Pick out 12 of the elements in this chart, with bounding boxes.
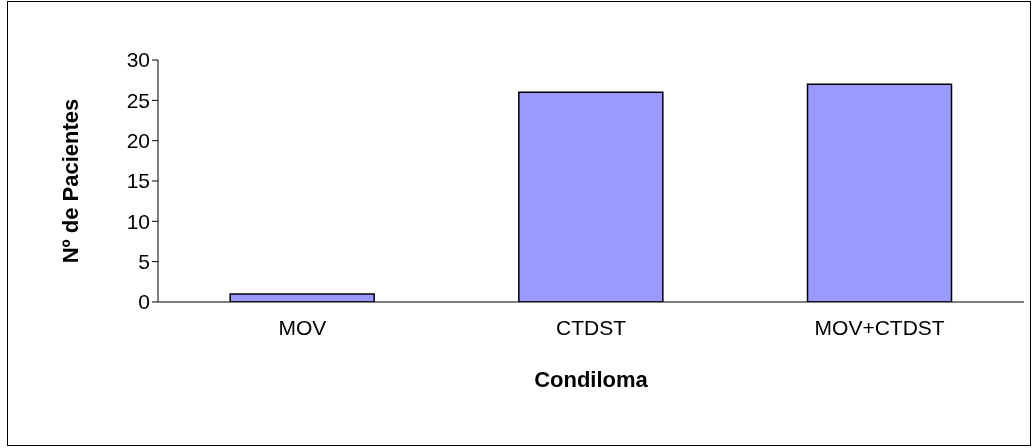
x-tick-label: MOV [278,315,327,339]
y-tick-label: 20 [126,129,150,153]
x-axis-title: Condiloma [534,367,649,392]
y-tick-label: 5 [138,250,150,274]
x-tick-label: CTDST [556,315,627,339]
y-axis-title: Nº de Pacientes [58,98,83,264]
y-tick-label: 0 [138,290,150,314]
y-tick-label: 30 [126,48,150,72]
y-tick-label: 15 [126,169,150,193]
y-tick-label: 25 [126,88,150,112]
x-tick-label: MOV+CTDST [814,315,945,339]
y-tick-label: 10 [126,209,150,233]
